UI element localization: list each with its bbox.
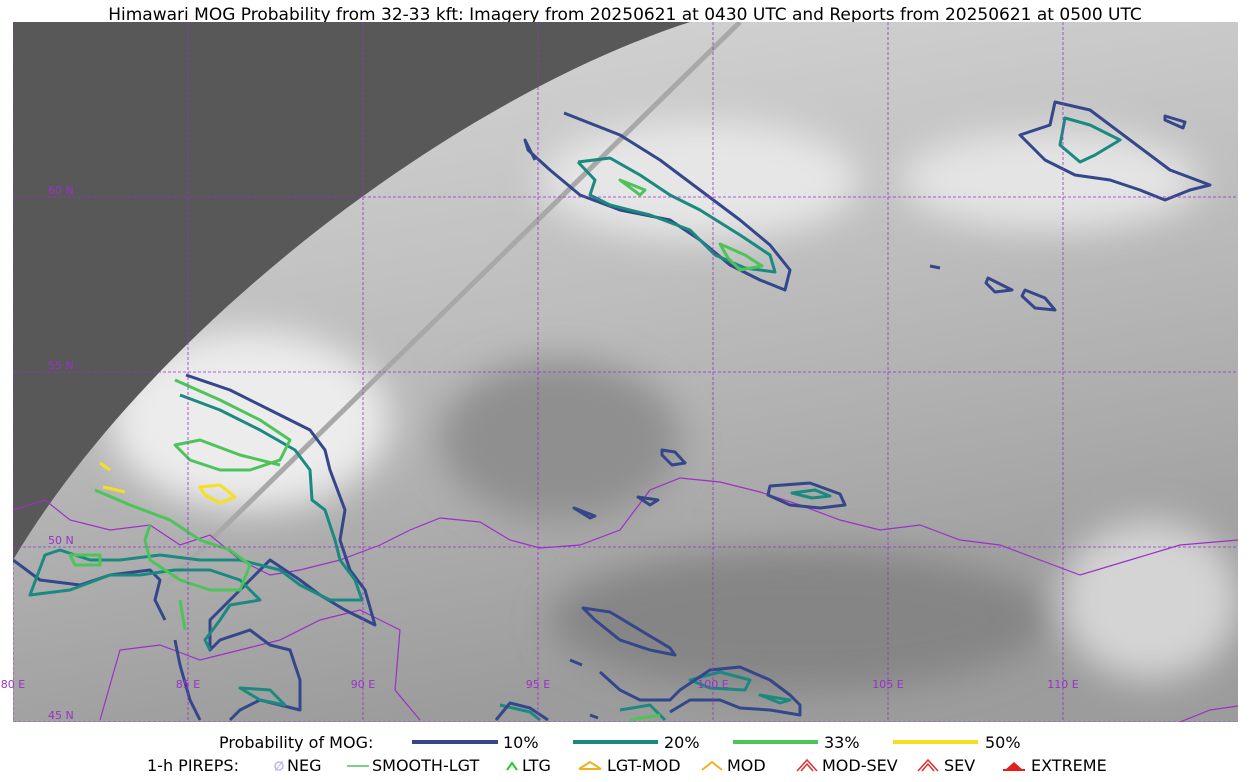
contour-20 bbox=[1058, 116, 1122, 164]
icon-lgt-mod bbox=[578, 760, 602, 770]
latitude-label: 50 N bbox=[48, 534, 74, 547]
border bbox=[99, 609, 421, 721]
icon-sev bbox=[921, 762, 935, 772]
legend-label: NEG bbox=[287, 756, 321, 775]
legend-label: LTG bbox=[522, 756, 551, 775]
map bbox=[13, 22, 1238, 722]
legend-label: MOD-SEV bbox=[822, 756, 898, 775]
latitude-label: 55 N bbox=[48, 359, 74, 372]
icon-mod bbox=[701, 760, 723, 771]
graticule-labels: 60 N 55 N 50 N 45 N 80 E 85 E 90 E 95 E 100 E 105… bbox=[1, 184, 1079, 722]
contour-50 bbox=[99, 461, 237, 505]
longitude-label: 95 E bbox=[526, 678, 550, 691]
contours bbox=[13, 100, 1212, 722]
icon-sev bbox=[917, 758, 939, 772]
contour-20 bbox=[790, 488, 832, 500]
legend-label: SEV bbox=[944, 756, 975, 775]
legend-label: MOD bbox=[727, 756, 766, 775]
icon-mod-sev bbox=[800, 762, 814, 772]
contour-10 bbox=[523, 111, 792, 292]
contour-33 bbox=[68, 378, 661, 722]
latitude-label: 60 N bbox=[48, 184, 74, 197]
longitude-label: 90 E bbox=[351, 678, 375, 691]
legend-label: 10% bbox=[503, 733, 539, 752]
contour-10 bbox=[572, 114, 1187, 520]
icon-extreme bbox=[1005, 762, 1023, 770]
contour-10 bbox=[494, 606, 802, 722]
border bbox=[13, 477, 1238, 576]
contour-10 bbox=[13, 373, 377, 722]
longitude-label: 85 E bbox=[176, 678, 200, 691]
icon-ltg bbox=[506, 761, 518, 771]
contour-20 bbox=[28, 393, 792, 722]
legend-title: Probability of MOG: bbox=[219, 733, 373, 752]
contour-10 bbox=[1018, 100, 1212, 202]
legend-label: EXTREME bbox=[1031, 756, 1107, 775]
swath-edge bbox=[163, 22, 742, 587]
graticule bbox=[13, 22, 1238, 722]
longitude-label: 110 E bbox=[1047, 678, 1078, 691]
space bbox=[13, 22, 690, 560]
legend-label: LGT-MOD bbox=[607, 756, 681, 775]
legend-label: SMOOTH-LGT bbox=[372, 756, 479, 775]
title: Himawari MOG Probability from 32-33 kft:… bbox=[108, 5, 1142, 25]
border bbox=[1179, 705, 1238, 722]
icon-neg bbox=[274, 760, 284, 772]
legend-title: 1-h PIREPS: bbox=[147, 756, 239, 775]
legend: Probability of MOG: 10% 20% 33% 50% 1-h … bbox=[147, 733, 1107, 775]
contour-33 bbox=[618, 178, 764, 272]
icon-neg bbox=[274, 761, 284, 771]
legend-label: 33% bbox=[824, 733, 860, 752]
latitude-label: 45 N bbox=[48, 709, 74, 722]
legend-label: 50% bbox=[985, 733, 1021, 752]
longitude-label: 105 E bbox=[872, 678, 903, 691]
longitude-label: 80 E bbox=[1, 678, 25, 691]
longitude-label: 100 E bbox=[697, 678, 728, 691]
icon-mod-sev bbox=[796, 758, 818, 772]
legend-label: 20% bbox=[664, 733, 700, 752]
contour-20 bbox=[576, 156, 777, 274]
